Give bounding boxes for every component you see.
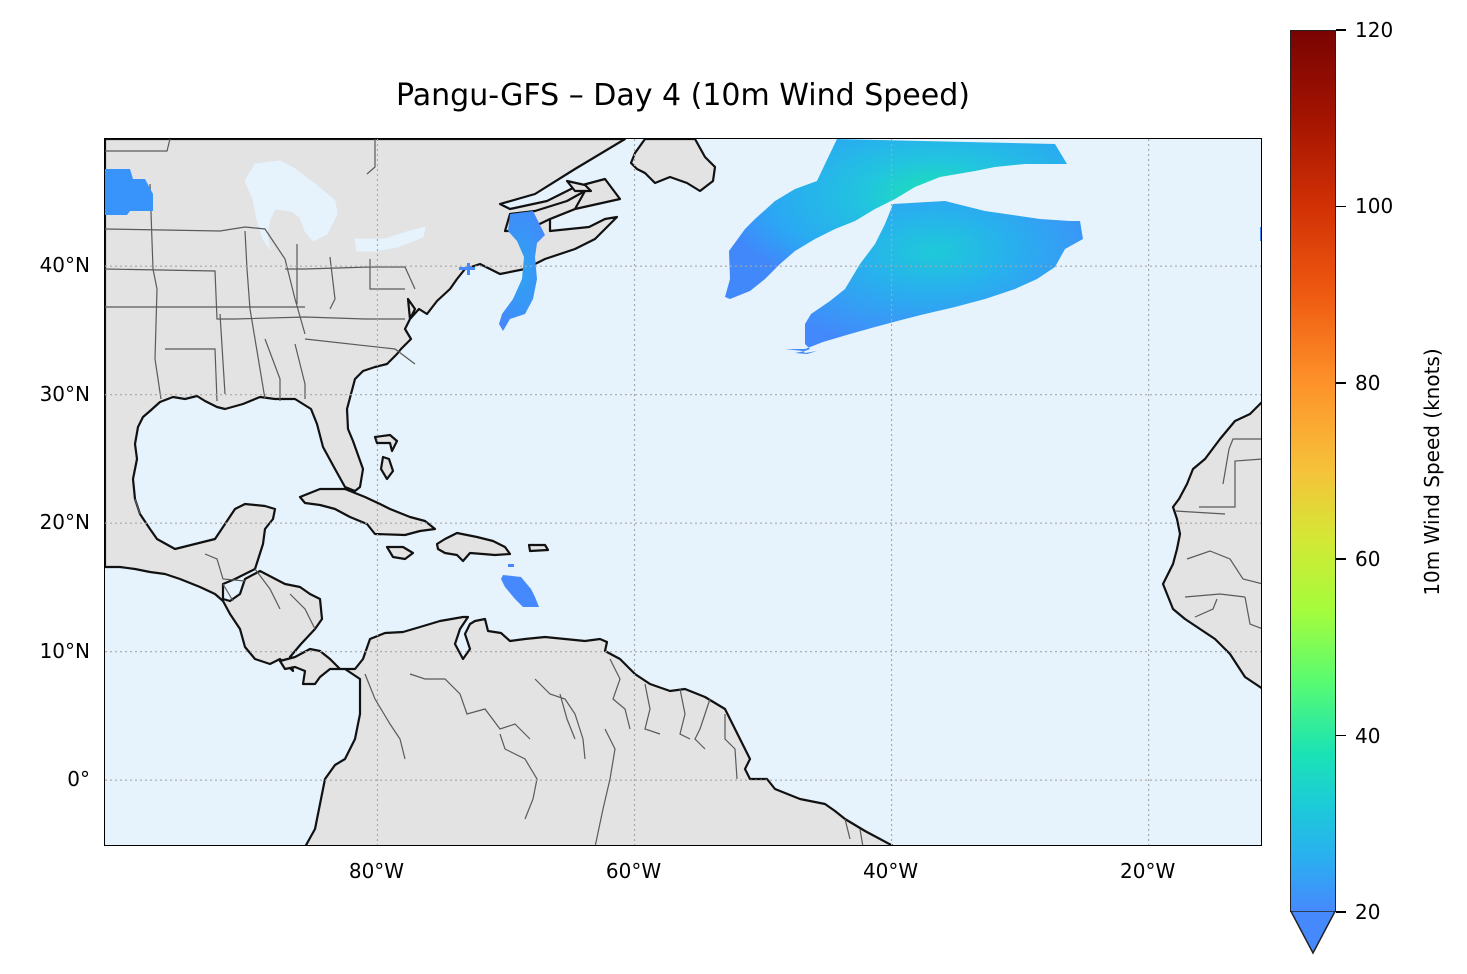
colorbar-tick-label: 20 <box>1355 900 1381 924</box>
colorbar-tick-mark <box>1336 911 1346 913</box>
colorbar-tick-label: 120 <box>1355 18 1394 42</box>
wind-caribbean-patch <box>501 575 539 607</box>
lat-tick-label: 20°N <box>39 510 90 535</box>
colorbar-tick-label: 80 <box>1355 370 1381 395</box>
wind-speck-east <box>1260 227 1261 241</box>
land-puerto-rico <box>527 543 550 553</box>
colorbar-tick-label: 100 <box>1355 194 1394 219</box>
map-canvas <box>105 139 1261 845</box>
lon-tick-label: 80°W <box>348 859 405 883</box>
gridlines-layer <box>105 139 1261 845</box>
land-bahamas-2 <box>379 455 395 481</box>
colorbar-tick-mark <box>1336 205 1346 208</box>
us-state-lines <box>105 183 416 402</box>
map-axes[interactable] <box>104 138 1262 846</box>
colorbar-tick-mark <box>1336 382 1346 384</box>
africa-borders <box>1174 438 1261 629</box>
wind-speck-hispaniola <box>508 564 514 567</box>
land-north-america <box>105 139 627 673</box>
lon-tick-label: 20°W <box>1119 859 1176 883</box>
wind-upper-midwest <box>105 169 153 215</box>
land-africa <box>1161 401 1261 689</box>
land-south-america <box>278 615 894 845</box>
land-cuba <box>298 487 437 537</box>
wind-southern-streak <box>785 201 1083 354</box>
land-newfoundland <box>629 139 717 193</box>
wind-offshore-new-england <box>499 211 545 331</box>
lat-tick-label: 40°N <box>39 253 90 278</box>
colorbar-tick-label: 60 <box>1355 547 1381 572</box>
great-lakes <box>244 160 426 252</box>
south-america-borders <box>364 658 864 845</box>
colorbar <box>1290 30 1336 912</box>
colorbar-tick-label: 40 <box>1355 723 1381 748</box>
land-pei <box>565 179 593 193</box>
colorbar-tick-mark <box>1336 558 1346 560</box>
land-layer <box>105 139 1261 845</box>
land-hispaniola <box>435 531 512 563</box>
chart-title: Pangu-GFS – Day 4 (10m Wind Speed) <box>396 78 970 113</box>
colorbar-gradient <box>1290 30 1336 912</box>
colorbar-label: 10m Wind Speed (knots) <box>1420 348 1444 596</box>
lat-tick-label: 30°N <box>39 381 90 406</box>
wind-field-layer <box>105 139 1261 607</box>
wind-northern-streak <box>725 139 1067 299</box>
lat-tick-label: 0° <box>67 767 90 792</box>
land-jamaica <box>385 545 415 561</box>
colorbar-tick-mark <box>1336 29 1346 31</box>
borders-layer <box>105 139 1261 845</box>
colorbar-tick-mark <box>1336 734 1346 737</box>
wind-speck-midatlantic <box>459 263 475 275</box>
lon-tick-label: 60°W <box>605 859 662 883</box>
border-us-canada <box>105 139 376 175</box>
colorbar-extend-min-arrow <box>1290 911 1336 955</box>
lat-tick-label: 10°N <box>39 638 90 663</box>
lon-tick-label: 40°W <box>862 859 919 883</box>
central-america-borders <box>134 498 316 630</box>
land-bahamas-1 <box>373 433 399 453</box>
